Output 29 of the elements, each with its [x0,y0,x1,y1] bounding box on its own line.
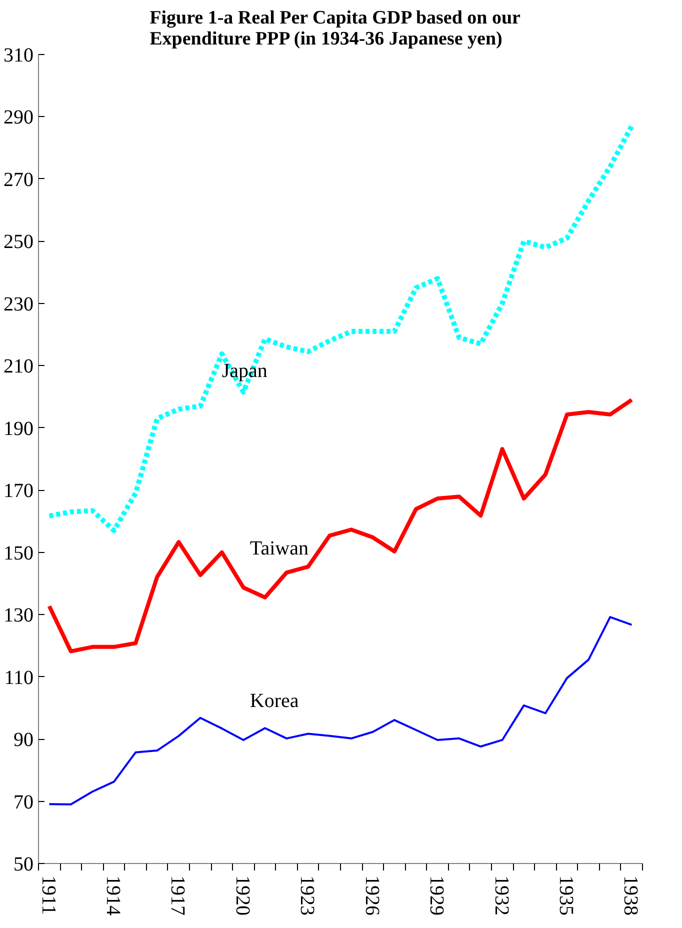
y-tick-label: 150 [4,542,34,564]
series-label: Taiwan [250,538,308,560]
line-series [48,616,633,806]
series-label: Korea [250,690,299,712]
y-tick-label: 270 [4,168,34,191]
x-tick-label: 1923 [296,876,318,916]
line-series [47,398,634,654]
x-tick-label: 1926 [360,876,383,916]
y-tick-label: 110 [4,666,34,689]
y-tick-label: 190 [4,418,34,440]
x-tick-label: 1929 [426,876,448,916]
x-tick-label: 1914 [102,876,124,916]
x-tick-label: 1938 [620,876,642,916]
chart-title: Figure 1-a Real Per Capita GDP based on our Expenditure PPP (in 1934-36 Japanese yen) [150,8,522,50]
y-tick-label: 170 [4,480,34,502]
x-tick-label: 1935 [555,876,577,916]
x-tick-label: 1911 [37,876,60,915]
y-tick-label: 130 [4,604,34,627]
y-tick-label: 50 [14,854,34,876]
x-tick-label: 1932 [490,876,512,916]
y-tick-label: 310 [4,44,34,66]
y-tick-label: 90 [14,729,34,752]
y-tick-label: 230 [4,293,34,316]
x-tick-label: 1917 [166,876,189,916]
y-tick-label: 250 [4,231,34,254]
y-tick-label: 70 [14,791,34,814]
y-tick-label: 290 [4,106,34,129]
x-tick-label: 1920 [231,876,254,916]
y-tick-label: 210 [4,356,34,378]
